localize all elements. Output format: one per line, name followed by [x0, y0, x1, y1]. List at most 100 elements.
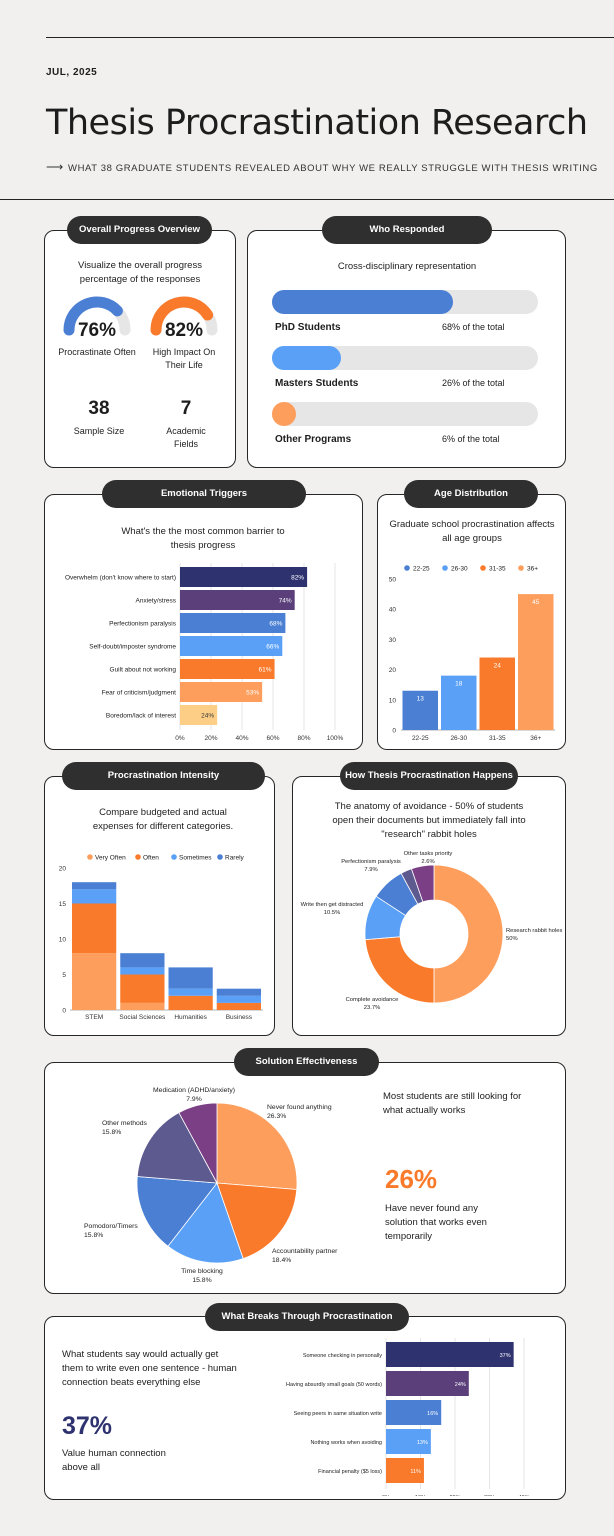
bar	[180, 659, 275, 679]
gauge-label-1: Procrastinate Often	[58, 347, 136, 357]
progress-header: Overall Progress Overview	[67, 216, 212, 244]
stacked-segment	[72, 903, 117, 954]
bar	[518, 594, 554, 730]
bar	[180, 590, 295, 610]
breaks-description: What students say would actually get the…	[62, 1349, 237, 1388]
gauge-procrastinate	[63, 296, 131, 336]
pie-slice	[167, 1182, 244, 1264]
triggers-description: What's the the most common barrier to th…	[121, 526, 285, 551]
legend-label: Often	[143, 855, 159, 862]
bar	[180, 613, 286, 633]
bar-value-label: 45	[532, 599, 540, 606]
pie-slice	[178, 1102, 218, 1184]
intensity-description: Compare budgeted and actual expenses for…	[92, 807, 234, 832]
pie-slice	[136, 1112, 218, 1184]
y-tick-label: 20	[389, 667, 397, 674]
x-tick-label: 20%	[449, 1495, 460, 1496]
stacked-segment	[72, 882, 117, 890]
bar-value-label: 24	[494, 663, 502, 670]
x-tick-label: 30%	[484, 1495, 495, 1496]
pie-slice	[364, 936, 435, 1004]
legend-marker	[518, 565, 524, 571]
legend-marker	[87, 854, 93, 860]
x-tick-label: 60%	[266, 735, 279, 740]
slice-percent: 18.4%	[272, 1257, 291, 1264]
top-rule	[46, 37, 614, 38]
x-tick-label: Social Sciences	[119, 1014, 166, 1021]
stacked-segment	[120, 974, 165, 1003]
bar	[180, 636, 283, 656]
breaks-chart: 0% 10% 20% 30% 40% Someone checking in person…	[286, 1338, 530, 1496]
gauge-fill	[150, 296, 214, 336]
ages-description: Graduate school procrastination affects …	[389, 519, 555, 544]
legend-label: 26-30	[451, 566, 468, 573]
progress-description: Visualize the overall progress percentag…	[78, 260, 202, 285]
stat-fields-value: 7	[180, 398, 192, 419]
x-tick-label: 100%	[327, 735, 344, 740]
slice-percent: 23.7%	[364, 1005, 380, 1011]
solutions-chart: Never found anything 26.3% Accountability …	[84, 1087, 338, 1284]
legend-marker	[404, 565, 410, 571]
legend-marker	[480, 565, 486, 571]
slice-label: Write then get distracted	[301, 902, 364, 908]
gauge-value-1: 76%	[77, 320, 117, 341]
legend-label: Rarely	[225, 855, 245, 862]
howit-chart: Research rabbit holes 50% Complete avoidan…	[301, 851, 563, 1011]
y-tick-label: 10	[389, 697, 397, 704]
bar	[441, 675, 477, 730]
slice-percent: 15.8%	[192, 1277, 211, 1284]
category-label: Perfectionism paralysis	[109, 621, 177, 628]
bar	[180, 705, 218, 725]
slice-percent: 15.8%	[84, 1232, 103, 1239]
x-tick-label: 80%	[297, 735, 310, 740]
bar-value-label: 61%	[259, 667, 272, 674]
triggers-chart: 0% 20% 40% 60% 80% 100% Overwhelm (don't know …	[65, 563, 344, 740]
bar-value-label: 13	[417, 696, 425, 703]
gauge-value-2: 82%	[164, 320, 204, 341]
legend-marker	[135, 854, 141, 860]
category-label: Fear of criticism/judgment	[102, 690, 177, 697]
category-label: Boredom/lack of interest	[106, 713, 176, 720]
report-date: JUL, 2025	[46, 67, 98, 78]
stacked-segment	[72, 953, 117, 1010]
y-tick-label: 5	[62, 972, 66, 979]
slice-percent: 15.8%	[102, 1129, 121, 1136]
x-tick-label: 0%	[175, 735, 185, 740]
respondent-value: 68% of the total	[442, 322, 505, 332]
bar-value-label: 82%	[291, 575, 304, 582]
breaks-header: What Breaks Through Procrastination	[205, 1303, 409, 1331]
legend-label: Sometimes	[179, 855, 212, 862]
solutions-card	[44, 1062, 566, 1294]
bar	[386, 1342, 514, 1367]
slice-label: Perfectionism paralysis	[341, 859, 401, 865]
progress-fill	[272, 290, 453, 314]
x-tick-label: 0%	[382, 1495, 390, 1496]
solutions-stat: 26%	[385, 1164, 438, 1194]
pie-slice	[216, 1102, 298, 1190]
bar	[402, 690, 438, 730]
slice-label: Research rabbit holes	[506, 928, 562, 934]
pie-slice	[136, 1176, 218, 1247]
progress-track	[272, 290, 538, 314]
gauge-fill	[63, 296, 123, 336]
bar	[479, 657, 515, 730]
category-label: Someone checking in personally	[303, 1353, 382, 1359]
respondents-description: Cross-disciplinary representation	[337, 261, 477, 272]
slice-percent: 26.3%	[267, 1113, 286, 1120]
header-rule	[0, 199, 614, 200]
stacked-segment	[72, 889, 117, 904]
respondent-value: 26% of the total	[442, 378, 505, 388]
progress-fill	[272, 346, 342, 370]
x-tick-label: 36+	[530, 735, 541, 742]
y-tick-label: 30	[389, 637, 397, 644]
category-label: Having absurdly small goals (50 words)	[286, 1382, 382, 1388]
progress-track	[272, 402, 538, 426]
respondents-header: Who Responded	[322, 216, 492, 244]
legend-label: 31-35	[489, 566, 506, 573]
y-tick-label: 0	[62, 1008, 66, 1015]
x-tick-label: 31-35	[489, 735, 506, 742]
stacked-segment	[216, 988, 261, 996]
bar-value-label: 18	[455, 681, 463, 688]
bar	[180, 567, 308, 587]
bar-value-label: 74%	[279, 598, 292, 605]
